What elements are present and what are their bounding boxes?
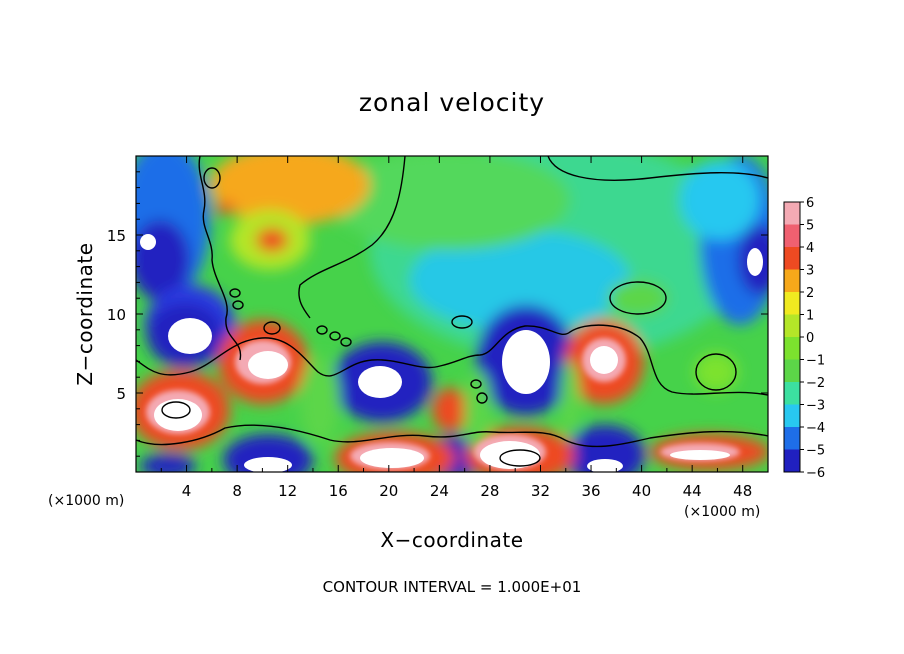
x-tick-label: 40 bbox=[632, 482, 651, 500]
x-unit-label-left: (×1000 m) bbox=[48, 493, 124, 509]
x-tick-label: 8 bbox=[232, 482, 242, 500]
colorbar-level-label: 0 bbox=[806, 331, 814, 346]
contour-loop bbox=[470, 379, 482, 389]
colorbar-swatch bbox=[784, 449, 800, 473]
colorbar-level-label: 1 bbox=[806, 309, 814, 324]
colorbar-level-label: −6 bbox=[806, 466, 825, 481]
colorbar-swatch bbox=[784, 292, 800, 315]
colorbar-level-label: 5 bbox=[806, 219, 814, 234]
y-tick-label: 5 bbox=[116, 385, 126, 403]
x-tick-label: 12 bbox=[278, 482, 297, 500]
white-cores bbox=[140, 234, 763, 472]
colorbar-swatch bbox=[784, 382, 800, 405]
zero-contour-upper bbox=[198, 156, 242, 361]
colorbar-level-label: −3 bbox=[806, 399, 825, 414]
contour-loop bbox=[203, 167, 221, 189]
colorbar-level-label: 2 bbox=[806, 286, 814, 301]
colorbar-swatch bbox=[784, 202, 800, 225]
contour-loop bbox=[695, 353, 737, 391]
contour-loop bbox=[232, 300, 244, 310]
contour-loop bbox=[609, 281, 667, 315]
colorbar-labels: 6 5 4 3 2 1 0 −1 −2 −3 −4 −5 −6 bbox=[800, 196, 825, 481]
x-tick-label: 20 bbox=[379, 482, 398, 500]
x-unit-label-right: (×1000 m) bbox=[684, 504, 760, 520]
colorbar-level-label: −5 bbox=[806, 444, 825, 459]
x-tick-label: 32 bbox=[531, 482, 550, 500]
contour-loop bbox=[229, 288, 241, 298]
x-tick-label: 28 bbox=[480, 482, 499, 500]
x-tick-label: 48 bbox=[733, 482, 752, 500]
zero-contour-ridge bbox=[298, 156, 406, 319]
x-axis-label: X−coordinate bbox=[380, 528, 523, 552]
x-tick-label: 4 bbox=[182, 482, 192, 500]
plot-area bbox=[136, 156, 768, 472]
colorbar-swatch bbox=[784, 337, 800, 360]
y-axis: 5 10 15 bbox=[107, 171, 768, 457]
x-tick-label: 24 bbox=[430, 482, 449, 500]
colorbar-swatch bbox=[784, 359, 800, 383]
colorbar-swatch bbox=[784, 404, 800, 428]
colorbar-level-label: 3 bbox=[806, 264, 814, 279]
contour-loop bbox=[451, 315, 473, 329]
chart-title: zonal velocity bbox=[359, 88, 545, 117]
y-tick-label: 15 bbox=[107, 227, 126, 245]
contour-loop bbox=[161, 401, 191, 419]
colorbar-level-label: −2 bbox=[806, 376, 825, 391]
velocity-field bbox=[136, 156, 768, 472]
contour-interval-label: CONTOUR INTERVAL = 1.000E+01 bbox=[323, 578, 582, 596]
colorbar-swatch bbox=[784, 224, 800, 248]
x-tick-label: 16 bbox=[329, 482, 348, 500]
colorbar-swatch bbox=[784, 314, 800, 338]
colorbar-level-label: 6 bbox=[806, 196, 814, 211]
zero-contour-bottom bbox=[136, 424, 768, 448]
x-axis: 4 8 12 16 20 24 28 32 36 40 44 48 bbox=[160, 156, 752, 500]
zero-contour-top bbox=[547, 156, 768, 181]
colorbar bbox=[783, 201, 801, 473]
zero-contour-lower bbox=[136, 324, 768, 396]
contour-lines bbox=[136, 156, 768, 467]
contour-loop bbox=[329, 331, 341, 341]
colorbar-swatch bbox=[784, 247, 800, 270]
contour-loop bbox=[476, 392, 488, 404]
contour-loop bbox=[316, 325, 328, 335]
colorbar-swatch bbox=[784, 269, 800, 293]
colorbar-level-label: −4 bbox=[806, 421, 825, 436]
colorbar-level-label: 4 bbox=[806, 241, 814, 256]
y-tick-label: 10 bbox=[107, 306, 126, 324]
colorbar-swatch bbox=[784, 427, 800, 450]
x-tick-label: 36 bbox=[581, 482, 600, 500]
contour-loop bbox=[263, 321, 281, 335]
x-tick-label: 44 bbox=[683, 482, 702, 500]
colorbar-level-label: −1 bbox=[806, 354, 825, 369]
y-axis-label: Z−coordinate bbox=[73, 242, 97, 385]
contour-loop bbox=[499, 449, 541, 467]
contour-loop bbox=[340, 337, 352, 347]
